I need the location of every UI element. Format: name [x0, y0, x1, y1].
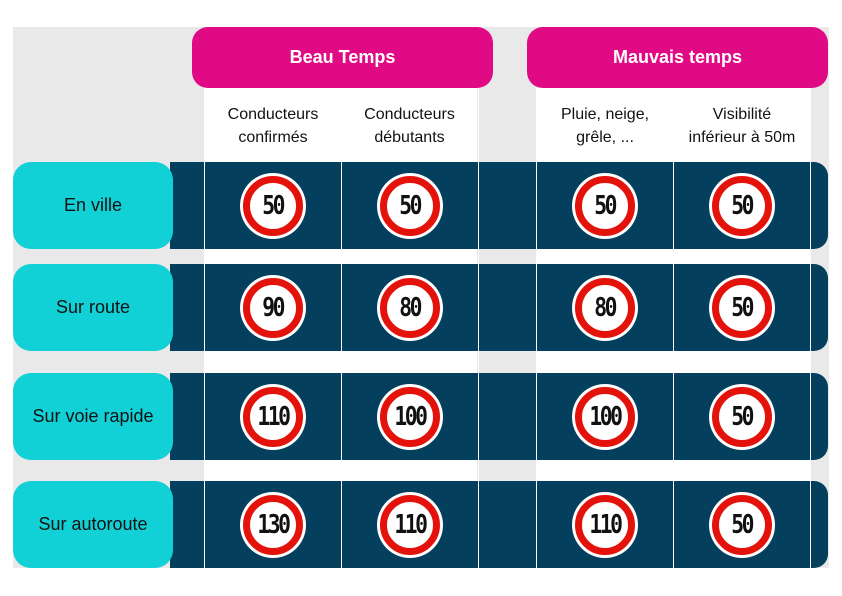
speed-limit-value: 90 [262, 293, 286, 323]
speed-limit-value: 50 [731, 510, 755, 540]
speed-limit-sign-icon: 50 [709, 384, 775, 450]
column-divider [536, 88, 537, 568]
column-divider [204, 88, 205, 568]
speed-limit-sign-icon: 50 [709, 275, 775, 341]
speed-limit-sign-icon: 110 [240, 384, 306, 450]
speed-limit-sign-icon: 100 [377, 384, 443, 450]
speed-limit-value: 80 [399, 293, 423, 323]
row-label-sur-route: Sur route [13, 264, 173, 351]
speed-limit-sign-icon: 50 [709, 173, 775, 239]
speed-limit-value: 50 [594, 191, 618, 221]
column-header-novice: Conducteurs débutants [364, 106, 455, 146]
column-divider [478, 88, 479, 568]
speed-limit-sign-icon: 110 [572, 492, 638, 558]
header-beau-temps: Beau Temps [192, 27, 493, 88]
speed-limit-value: 50 [731, 402, 755, 432]
speed-limit-value: 110 [257, 402, 291, 432]
speed-limit-sign-icon: 50 [709, 492, 775, 558]
column-header-visibility: Visibilité inférieur à 50m [688, 106, 796, 146]
speed-limit-value: 50 [262, 191, 286, 221]
speed-limit-value: 50 [399, 191, 423, 221]
speed-limit-sign-icon: 50 [572, 173, 638, 239]
speed-limit-value: 50 [731, 191, 755, 221]
row-label-sur-autoroute: Sur autoroute [13, 481, 173, 568]
speed-limit-sign-icon: 130 [240, 492, 306, 558]
speed-limit-value: 110 [394, 510, 428, 540]
speed-limit-value: 100 [589, 402, 623, 432]
speed-limit-sign-icon: 80 [377, 275, 443, 341]
column-divider [673, 88, 674, 568]
speed-limit-value: 130 [257, 510, 291, 540]
column-divider [341, 88, 342, 568]
column-divider [810, 88, 811, 568]
column-header-precip: Pluie, neige, grêle, ... [560, 106, 650, 146]
row-label-en-ville: En ville [13, 162, 173, 249]
header-mauvais-temps: Mauvais temps [527, 27, 828, 88]
speed-limit-sign-icon: 50 [240, 173, 306, 239]
speed-limit-sign-icon: 100 [572, 384, 638, 450]
speed-limit-value: 110 [589, 510, 623, 540]
speed-limit-value: 50 [731, 293, 755, 323]
speed-limit-sign-icon: 90 [240, 275, 306, 341]
speed-limit-value: 100 [394, 402, 428, 432]
column-header-experienced: Conducteurs confirmés [227, 106, 319, 146]
row-label-sur-voie-rapide: Sur voie rapide [13, 373, 173, 460]
speed-limit-sign-icon: 80 [572, 275, 638, 341]
speed-limit-sign-icon: 50 [377, 173, 443, 239]
speed-limit-value: 80 [594, 293, 618, 323]
speed-limit-sign-icon: 110 [377, 492, 443, 558]
